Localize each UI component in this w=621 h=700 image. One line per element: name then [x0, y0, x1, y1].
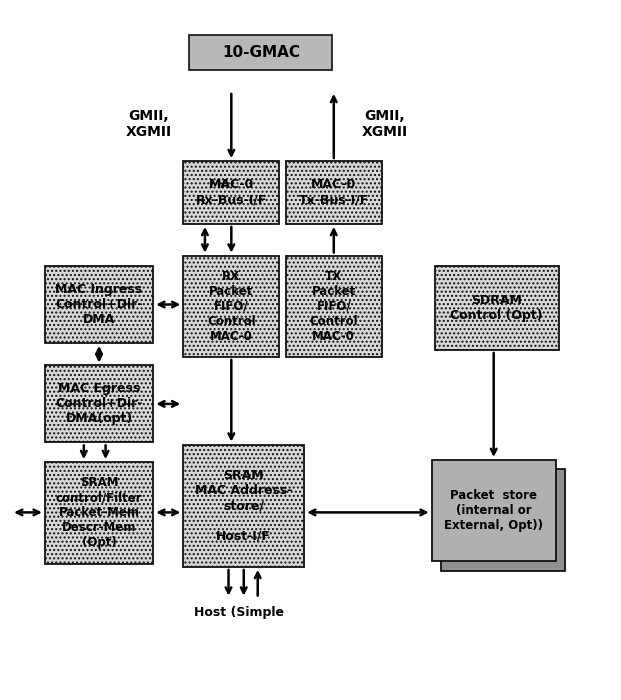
- FancyBboxPatch shape: [441, 469, 565, 570]
- Text: SRAM
control/Filter
Packet-Mem
Descr-Mem
(Opt): SRAM control/Filter Packet-Mem Descr-Mem…: [56, 476, 142, 550]
- Text: SRAM
MAC Address-
store/

Host-I/F: SRAM MAC Address- store/ Host-I/F: [195, 469, 292, 542]
- FancyBboxPatch shape: [432, 460, 556, 561]
- Text: MAC Ingress
Control+Dir-
DMA: MAC Ingress Control+Dir- DMA: [55, 283, 143, 326]
- Text: MAC Egress
Control+Dir-
DMA(opt): MAC Egress Control+Dir- DMA(opt): [55, 382, 143, 426]
- Text: 10-GMAC: 10-GMAC: [222, 45, 300, 60]
- FancyBboxPatch shape: [286, 256, 382, 357]
- FancyBboxPatch shape: [183, 256, 279, 357]
- FancyBboxPatch shape: [45, 266, 153, 343]
- Text: Host (Simple: Host (Simple: [194, 606, 284, 619]
- Text: Packet  store
(internal or
External, Opt)): Packet store (internal or External, Opt)…: [444, 489, 543, 532]
- Text: GMII,
XGMII: GMII, XGMII: [362, 108, 408, 139]
- FancyBboxPatch shape: [183, 444, 304, 567]
- FancyBboxPatch shape: [45, 365, 153, 442]
- Text: TX
Packet
FIFO/
Control
MAC-0: TX Packet FIFO/ Control MAC-0: [309, 270, 358, 343]
- FancyBboxPatch shape: [189, 35, 332, 70]
- FancyBboxPatch shape: [183, 161, 279, 224]
- Text: MAC-0
Rx-Bus-I/F: MAC-0 Rx-Bus-I/F: [196, 178, 267, 206]
- Text: SDRAM
Control (Opt): SDRAM Control (Opt): [450, 294, 543, 322]
- Text: RX
Packet
FIFO/
Control
MAC-0: RX Packet FIFO/ Control MAC-0: [207, 270, 256, 343]
- Text: MAC-0
Tx-Bus-I/F: MAC-0 Tx-Bus-I/F: [299, 178, 369, 206]
- FancyBboxPatch shape: [286, 161, 382, 224]
- FancyBboxPatch shape: [45, 462, 153, 564]
- FancyBboxPatch shape: [435, 266, 559, 350]
- Text: GMII,
XGMII: GMII, XGMII: [126, 108, 172, 139]
